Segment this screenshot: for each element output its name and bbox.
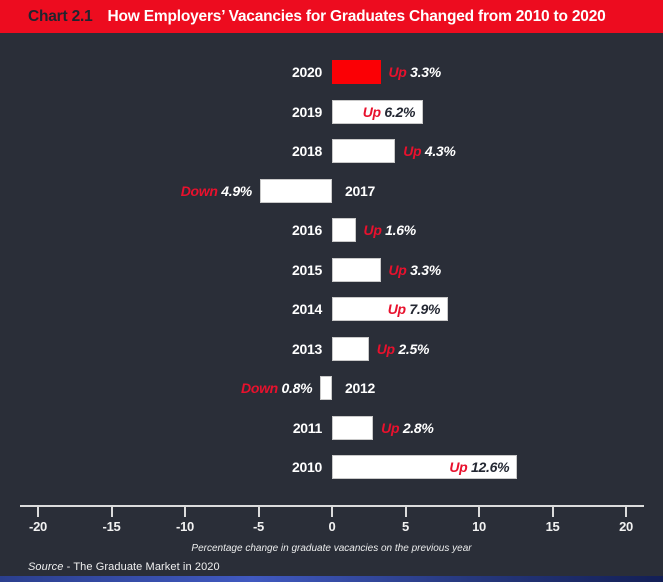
source-prefix: Source [28, 561, 64, 573]
value-percent: 2.8% [402, 419, 434, 436]
bar-2011 [332, 415, 374, 440]
value-label-2011: Up 2.8% [381, 416, 434, 440]
year-label-2013: 2013 [292, 340, 322, 357]
x-axis-tick [110, 505, 113, 517]
chart-number: Chart 2.1 [28, 7, 93, 25]
chart-title: How Employers’ Vacancies for Graduates C… [107, 7, 606, 25]
chart-header: Chart 2.1 How Employers’ Vacancies for G… [0, 0, 663, 33]
value-percent: 4.9% [221, 182, 252, 199]
x-axis-tick [257, 505, 260, 517]
x-axis-tick [551, 505, 554, 517]
x-axis-tick [478, 505, 480, 517]
bar-2010 [332, 455, 518, 479]
value-label-2013: Up 2.5% [376, 337, 430, 361]
value-label-2012: Down 0.8% [152, 376, 313, 400]
value-percent: 3.3% [410, 64, 441, 80]
x-axis-title: Percentage change in graduate vacancies … [191, 543, 472, 554]
x-axis-tick-label: 15 [545, 519, 560, 534]
bar-2019 [332, 99, 424, 124]
value-label-2014: Up 7.9% [332, 297, 448, 321]
value-direction: Up [362, 103, 381, 120]
value-percent: 7.9% [409, 301, 441, 317]
x-axis-tick [331, 505, 333, 517]
value-percent: 3.3% [410, 261, 441, 278]
value-label-2016: Up 1.6% [363, 218, 417, 242]
x-axis-tick [625, 505, 627, 517]
x-axis-tick-label: 0 [328, 519, 336, 534]
bar-2018 [332, 139, 396, 163]
x-axis-tick-label: -10 [176, 519, 194, 534]
year-label-2011: 2011 [292, 419, 322, 436]
bottom-accent-bar [0, 576, 663, 582]
year-label-2019: 2019 [292, 103, 322, 120]
value-label-2017: Down 4.9% [92, 179, 253, 203]
value-label-2018: Up 4.3% [403, 139, 456, 163]
x-axis-tick [404, 505, 407, 517]
value-direction: Up [363, 222, 382, 238]
value-percent: 0.8% [281, 380, 313, 396]
value-direction: Up [387, 301, 406, 317]
value-percent: 6.2% [384, 103, 416, 120]
value-label-2010: Up 12.6% [332, 455, 517, 479]
value-direction: Up [449, 459, 468, 475]
year-label-2016: 2016 [292, 222, 322, 238]
year-label-2014: 2014 [292, 301, 322, 317]
value-direction: Up [376, 340, 395, 357]
x-axis-tick-label: -20 [29, 519, 47, 534]
x-axis-tick-label: 10 [472, 519, 486, 534]
value-label-2015: Up 3.3% [388, 258, 442, 282]
year-label-2017: 2017 [345, 182, 375, 199]
x-axis-tick [184, 505, 186, 517]
x-axis-tick [37, 505, 39, 517]
year-label-2012: 2012 [345, 380, 375, 396]
x-axis-tick-label: -5 [253, 519, 264, 534]
value-direction: Up [381, 419, 400, 436]
value-direction: Up [403, 143, 422, 159]
x-axis-tick-label: 20 [619, 519, 633, 534]
x-axis-tick-label: 5 [402, 519, 409, 534]
value-direction: Down [241, 380, 278, 396]
value-percent: 1.6% [385, 222, 416, 238]
x-axis-tick-label: -15 [102, 519, 121, 534]
value-percent: 2.5% [398, 340, 430, 357]
year-label-2020: 2020 [292, 64, 322, 80]
value-percent: 4.3% [424, 143, 456, 159]
bar-2020 [332, 60, 381, 84]
value-direction: Up [388, 261, 407, 278]
year-label-2010: 2010 [292, 459, 322, 475]
source-note: Source - The Graduate Market in 2020 [28, 561, 220, 573]
value-direction: Up [388, 64, 407, 80]
bar-2016 [332, 218, 356, 242]
value-percent: 12.6% [471, 459, 510, 475]
bar-2012 [320, 376, 332, 400]
source-text: - The Graduate Market in 2020 [66, 561, 220, 573]
value-label-2020: Up 3.3% [388, 60, 442, 84]
year-label-2015: 2015 [292, 261, 322, 278]
bar-2014 [332, 297, 449, 321]
bar-2017 [259, 178, 332, 203]
value-direction: Down [180, 182, 218, 199]
bar-2013 [332, 336, 369, 361]
year-label-2018: 2018 [292, 143, 322, 159]
bar-2015 [332, 257, 381, 282]
value-label-2019: Up 6.2% [332, 100, 423, 124]
